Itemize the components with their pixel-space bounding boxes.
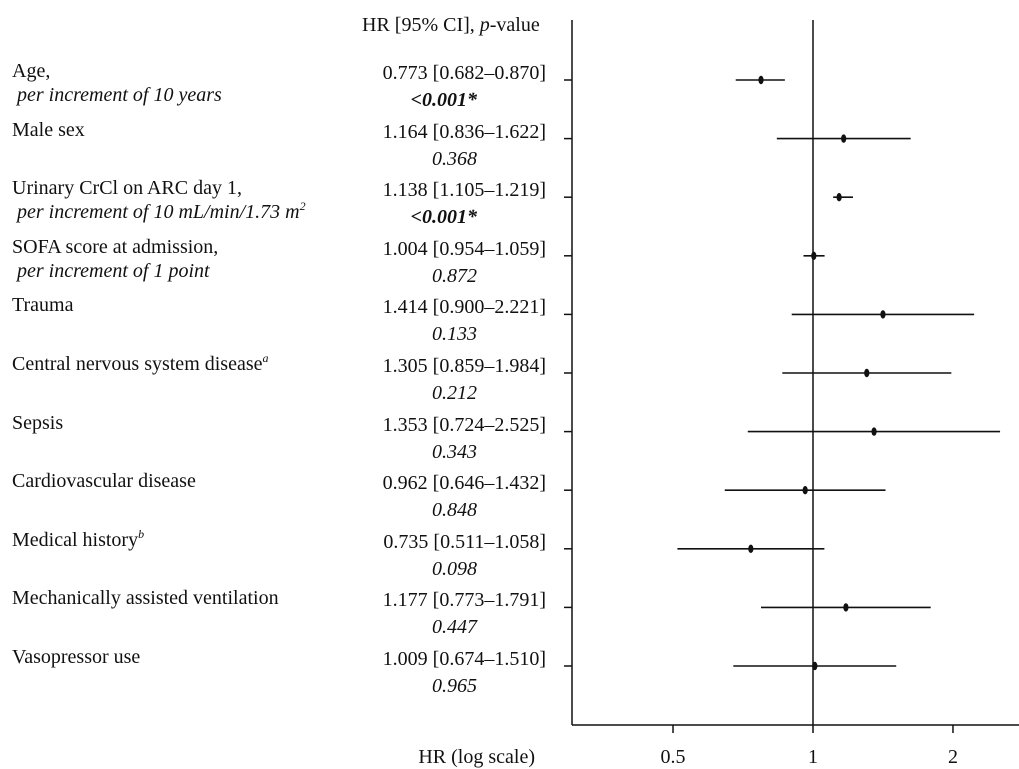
row-label-6: Sepsis bbox=[12, 411, 63, 435]
hr-point-1 bbox=[841, 134, 847, 143]
row-label-3: SOFA score at admission, per increment of… bbox=[12, 235, 218, 283]
row-label-text: Urinary CrCl on ARC day 1, bbox=[12, 177, 242, 200]
row-p-value-10: 0.965 bbox=[432, 675, 477, 697]
column-header-italic: p bbox=[479, 14, 490, 36]
x-tick-label-1: 1 bbox=[808, 746, 818, 768]
row-label-10: Vasopressor use bbox=[12, 645, 140, 669]
row-hr-text-7: 0.962 [0.646–1.432] bbox=[382, 472, 546, 495]
column-header-post: -value bbox=[489, 14, 540, 36]
row-label-footnote: b bbox=[138, 526, 145, 541]
row-sublabel: per increment of 1 point bbox=[17, 259, 210, 282]
hr-point-3 bbox=[811, 251, 817, 260]
row-hr-text-4: 1.414 [0.900–2.221] bbox=[382, 296, 546, 319]
x-tick-label-2: 2 bbox=[948, 746, 958, 768]
row-p-value-3: 0.872 bbox=[432, 264, 477, 287]
row-label-1: Male sex bbox=[12, 118, 85, 142]
row-label-4: Trauma bbox=[12, 293, 73, 317]
row-p-value-8: 0.098 bbox=[432, 557, 477, 580]
hr-point-4 bbox=[880, 310, 886, 319]
row-label-text: Medical history bbox=[12, 528, 139, 551]
x-tick-label-0: 0.5 bbox=[661, 746, 686, 768]
row-hr-text-6: 1.353 [0.724–2.525] bbox=[382, 413, 546, 436]
hr-point-9 bbox=[843, 603, 849, 612]
hr-point-7 bbox=[802, 486, 808, 495]
row-p-value-6: 0.343 bbox=[432, 440, 477, 463]
row-p-value-5: 0.212 bbox=[432, 382, 477, 404]
row-label-text: Trauma bbox=[12, 294, 74, 317]
row-sublabel-sup: 2 bbox=[299, 199, 306, 214]
hr-point-5 bbox=[864, 368, 870, 378]
row-label-text: Vasopressor use bbox=[12, 646, 141, 668]
row-label-9: Mechanically assisted ventilation bbox=[12, 586, 279, 610]
row-hr-text-8: 0.735 [0.511–1.058] bbox=[383, 530, 546, 553]
column-header: HR [95% CI], p-value bbox=[362, 14, 540, 37]
row-label-7: Cardiovascular disease bbox=[12, 469, 196, 493]
row-label-text: Mechanically assisted ventilation bbox=[12, 587, 279, 610]
hr-point-10 bbox=[812, 661, 818, 671]
row-sublabel: per increment of 10 mL/min/1.73 m bbox=[17, 201, 300, 224]
row-label-5: Central nervous system diseasea bbox=[12, 352, 269, 376]
row-label-text: Male sex bbox=[12, 118, 85, 141]
row-label-text: Sepsis bbox=[12, 411, 64, 434]
row-label-text: Cardiovascular disease bbox=[12, 470, 196, 493]
row-p-value-2: <0.001* bbox=[410, 206, 477, 229]
column-header-pre: HR [95% CI], bbox=[362, 14, 480, 36]
row-p-value-1: 0.368 bbox=[432, 147, 477, 170]
row-p-value-4: 0.133 bbox=[432, 323, 477, 346]
row-p-value-9: 0.447 bbox=[432, 616, 477, 639]
row-label-0: Age, per increment of 10 years bbox=[12, 59, 222, 107]
row-label-8: Medical historyb bbox=[12, 528, 144, 552]
hr-point-6 bbox=[871, 427, 877, 436]
row-hr-text-0: 0.773 [0.682–0.870] bbox=[382, 62, 546, 84]
row-hr-text-2: 1.138 [1.105–1.219] bbox=[382, 179, 546, 202]
hr-point-0 bbox=[758, 75, 764, 85]
row-hr-text-9: 1.177 [0.773–1.791] bbox=[382, 589, 546, 612]
row-hr-text-10: 1.009 [0.674–1.510] bbox=[382, 648, 546, 670]
row-hr-text-1: 1.164 [0.836–1.622] bbox=[382, 120, 546, 143]
row-sublabel: per increment of 10 years bbox=[17, 84, 222, 106]
row-label-text: SOFA score at admission, bbox=[12, 235, 219, 258]
row-p-value-0: <0.001* bbox=[410, 89, 477, 111]
row-p-value-7: 0.848 bbox=[432, 499, 477, 522]
row-label-2: Urinary CrCl on ARC day 1, per increment … bbox=[12, 176, 306, 224]
x-axis-label: HR (log scale) bbox=[418, 746, 535, 768]
row-label-footnote: a bbox=[262, 351, 269, 365]
row-label-text: Central nervous system disease bbox=[12, 353, 263, 375]
row-label-text: Age, bbox=[12, 60, 51, 82]
row-hr-text-5: 1.305 [0.859–1.984] bbox=[382, 355, 546, 377]
row-hr-text-3: 1.004 [0.954–1.059] bbox=[382, 237, 546, 260]
hr-point-2 bbox=[836, 193, 842, 202]
hr-point-8 bbox=[748, 544, 754, 553]
